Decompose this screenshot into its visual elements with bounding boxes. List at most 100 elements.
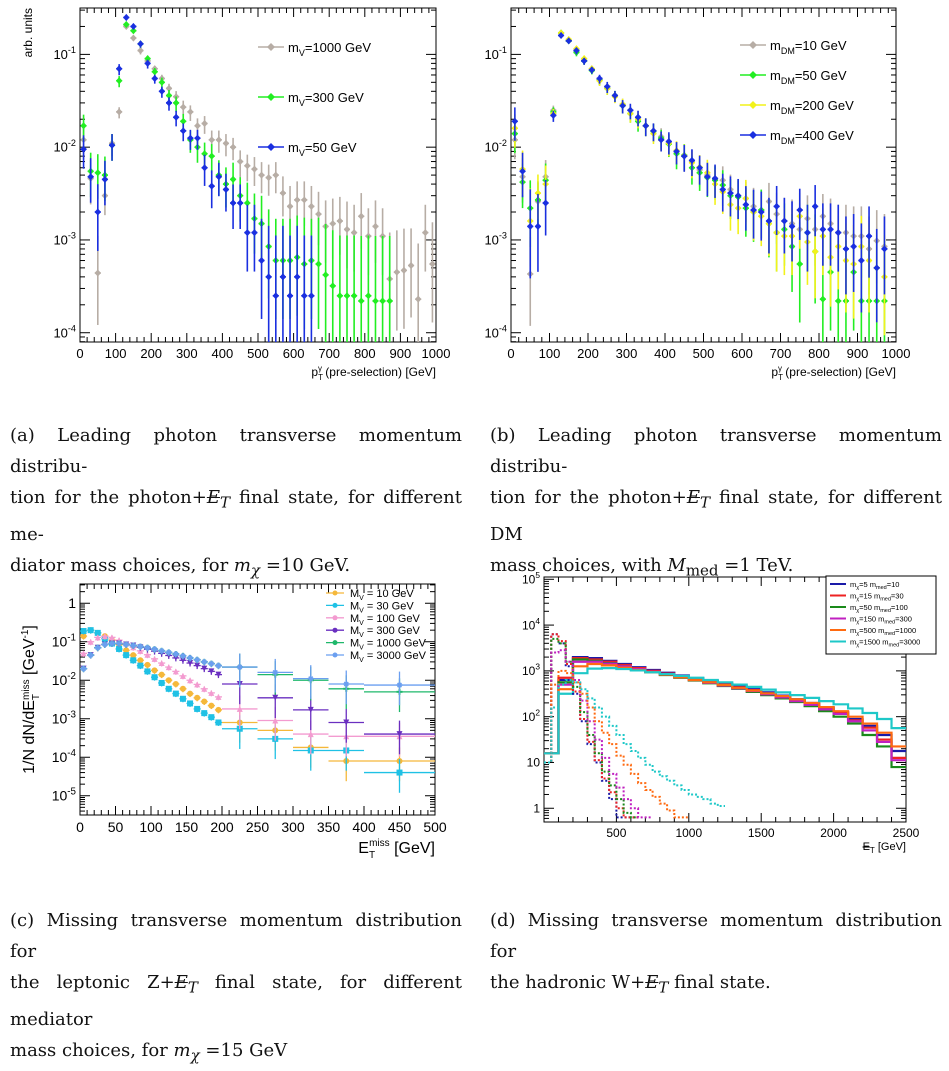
data-point <box>301 292 308 300</box>
y-axis-title: arb. units <box>21 8 35 57</box>
data-point <box>827 225 834 233</box>
data-point <box>94 208 101 216</box>
data-point <box>130 652 137 659</box>
data-point <box>179 685 186 692</box>
data-point <box>229 143 237 151</box>
data-point <box>215 719 222 726</box>
data-point <box>151 74 158 83</box>
data-point <box>80 650 87 657</box>
x-tick-label: 200 <box>140 346 162 361</box>
x-tick-label: 400 <box>352 819 376 835</box>
data-point <box>372 222 379 230</box>
data-point <box>358 212 365 220</box>
caption-c-line3-post: =15 GeV <box>199 1039 288 1061</box>
caption-b-line3-post: =1 TeV. <box>718 554 794 576</box>
caption-c-line2-pre: the leptonic Z+ <box>10 972 175 993</box>
x-tick-label: 100 <box>139 819 163 835</box>
data-point <box>194 122 201 130</box>
caption-a-math-sub: χ <box>251 561 261 580</box>
data-point <box>201 665 208 672</box>
caption-a-line1: (a) Leading photon transverse momentum d… <box>10 425 462 477</box>
data-point <box>272 292 279 300</box>
x-tick-label: 900 <box>847 346 869 361</box>
data-point <box>393 268 401 276</box>
data-point <box>565 37 572 45</box>
y-tick-label: 10-3 <box>484 231 507 248</box>
data-point <box>130 22 137 31</box>
y-tick-label: 10 <box>527 756 541 770</box>
x-axis-title: pTγ (pre-selection) [GeV] <box>771 364 896 380</box>
legend-marker <box>267 143 275 151</box>
y-tick-label: 102 <box>522 707 540 723</box>
x-tick-label: 700 <box>318 346 340 361</box>
data-point <box>336 292 344 300</box>
data-point <box>365 292 372 300</box>
data-points <box>80 627 435 793</box>
x-tick-label: 50 <box>108 819 124 835</box>
data-point <box>108 634 115 641</box>
data-point <box>151 674 158 681</box>
data-point <box>151 655 158 662</box>
data-point <box>734 192 742 200</box>
data-point <box>804 228 811 237</box>
data-point <box>123 647 130 654</box>
x-tick-label: 2000 <box>820 826 847 840</box>
data-point <box>172 651 179 658</box>
data-point <box>180 117 187 125</box>
x-axis-title: ET [GeV] <box>863 841 906 855</box>
plot-frame: 500 1000 1500 2000 2500 1 10 102 103 104 105 <box>522 570 920 840</box>
axes-box <box>543 576 907 823</box>
data-point <box>158 647 165 654</box>
histogram-series-4 <box>544 662 906 755</box>
data-point <box>158 671 165 678</box>
data-point <box>534 222 542 230</box>
data-point <box>811 202 819 210</box>
data-point <box>130 34 137 42</box>
legend-marker <box>332 640 338 646</box>
data-point <box>172 680 179 687</box>
data-point <box>258 171 265 179</box>
data-point <box>116 640 123 647</box>
histogram-series-5 <box>544 667 906 755</box>
data-point <box>208 660 215 667</box>
legend-label: mDM=400 GeV <box>770 128 854 146</box>
caption-a-etmiss: ET <box>206 487 230 512</box>
data-point <box>796 260 803 268</box>
data-point <box>835 228 842 237</box>
data-point <box>400 266 408 274</box>
data-point <box>144 651 151 658</box>
x-tick-label: 900 <box>390 346 412 361</box>
legend-label: mχ=15 mmed=30 <box>850 592 904 603</box>
y-tick-label: 10-3 <box>52 709 77 726</box>
histogram-series-3 <box>544 660 906 762</box>
legend-label: mDM=200 GeV <box>770 98 854 116</box>
data-point <box>604 82 611 91</box>
data-point <box>315 210 322 218</box>
caption-d: (d) Missing transverse momentum distribu… <box>490 905 942 1004</box>
series-2 <box>80 13 315 342</box>
data-point <box>343 680 350 687</box>
chart-panel-d: 500 1000 1500 2000 2500 1 10 102 103 104 105 ET [Ge… <box>522 570 937 855</box>
x-tick-label: 1000 <box>882 346 911 361</box>
data-point <box>116 645 123 652</box>
data-point <box>343 292 351 300</box>
data-point <box>194 134 201 142</box>
data-point <box>179 695 186 702</box>
data-point <box>194 656 201 663</box>
x-tick-label: 300 <box>281 819 305 835</box>
data-point <box>130 27 137 35</box>
data-point <box>194 662 201 669</box>
data-point <box>719 185 726 194</box>
data-point <box>329 220 336 228</box>
legend-label: MV = 300 GeV <box>350 625 420 639</box>
data-point <box>322 271 329 279</box>
data-point <box>873 264 880 272</box>
data-point <box>819 225 827 233</box>
data-point <box>258 256 265 265</box>
y-tick-label: 10-4 <box>53 323 76 340</box>
x-tick-label: 0 <box>76 346 83 361</box>
caption-b: (b) Leading photon transverse momentum d… <box>490 420 942 586</box>
data-point <box>194 681 201 688</box>
